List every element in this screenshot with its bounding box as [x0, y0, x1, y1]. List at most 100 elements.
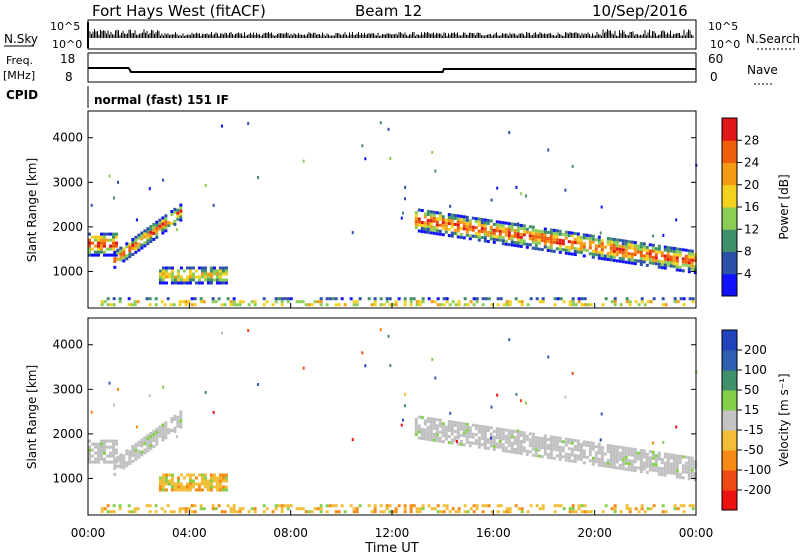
velocity-cell: [510, 429, 514, 433]
velocity-cell: [221, 485, 225, 489]
power-cell: [313, 300, 317, 304]
velocity-cell: [543, 434, 547, 438]
velocity-cell: [624, 458, 628, 462]
power-cell: [280, 300, 284, 304]
velocity-cell: [456, 421, 460, 425]
velocity-cell: [507, 432, 511, 436]
power-cell: [570, 234, 574, 238]
velocity-cell: [567, 441, 571, 445]
velocity-cell: [543, 437, 547, 441]
velocity-cell: [212, 479, 216, 483]
power-cell: [112, 238, 115, 242]
power-cell: [385, 300, 389, 304]
velocity-cell: [562, 507, 566, 511]
power-cell: [603, 254, 607, 258]
velocity-cell: [642, 461, 646, 465]
power-cell: [582, 236, 586, 240]
power-cell: [134, 238, 138, 242]
power-cell: [573, 232, 577, 236]
velocity-cell: [600, 455, 604, 459]
power-cell: [524, 194, 527, 198]
power-cell: [570, 246, 574, 250]
velocity-cell: [612, 447, 616, 451]
power-cell: [612, 237, 616, 241]
power-cell: [191, 278, 195, 282]
power-cell: [633, 244, 637, 248]
power-cell: [191, 272, 195, 276]
velocity-cell: [152, 444, 156, 448]
power-cell: [645, 251, 649, 255]
velocity-cell: [224, 473, 228, 477]
velocity-cell: [442, 504, 446, 508]
velocity-cell: [471, 432, 475, 436]
velocity-cell: [113, 457, 117, 461]
velocity-cell: [429, 435, 433, 439]
power-cell: [426, 230, 430, 234]
power-cell: [146, 242, 150, 246]
velocity-cell: [628, 510, 632, 514]
velocity-cell: [583, 510, 587, 514]
power-cell: [501, 239, 505, 243]
power-cell: [585, 233, 589, 237]
power-cell: [531, 228, 535, 232]
velocity-cell: [414, 424, 418, 428]
velocity-cell: [642, 467, 646, 471]
power-cell: [556, 297, 560, 301]
power-cell: [158, 269, 162, 273]
velocity-cell: [468, 444, 472, 448]
power-cell: [88, 250, 91, 254]
power-cell: [173, 210, 177, 214]
power-cell: [603, 257, 607, 261]
velocity-cell: [576, 448, 580, 452]
velocity-cell: [232, 504, 236, 508]
power-cell: [134, 241, 138, 245]
velocity-cell: [522, 449, 526, 453]
velocity-cell: [161, 482, 165, 486]
velocity-cell: [164, 479, 168, 483]
power-cell: [319, 300, 323, 304]
velocity-cell: [426, 416, 430, 420]
power-cell: [660, 260, 664, 264]
power-cell: [423, 215, 427, 219]
power-cell: [447, 234, 451, 238]
power-cell: [349, 297, 353, 301]
power-cell: [97, 241, 100, 245]
velocity-cell: [691, 507, 695, 511]
velocity-cell: [564, 440, 568, 444]
power-cell: [203, 278, 207, 282]
power-cell: [606, 240, 610, 244]
velocity-cell: [522, 440, 526, 444]
power-cell: [423, 212, 427, 216]
nsky-tick-low: 10^0: [52, 38, 82, 51]
power-cell: [625, 297, 629, 301]
power-cell: [552, 228, 556, 232]
velocity-cell: [161, 432, 165, 436]
power-cell: [94, 253, 97, 257]
power-cell: [457, 303, 461, 307]
power-cell: [194, 281, 198, 285]
power-cell: [513, 229, 517, 233]
power-cell: [420, 224, 424, 228]
velocity-cell: [513, 436, 517, 440]
velocity-cell: [606, 444, 610, 448]
power-cell: [328, 297, 332, 301]
power-cell: [480, 227, 484, 231]
velocity-cell: [507, 444, 511, 448]
power-cell: [495, 226, 499, 230]
power-cell: [212, 266, 216, 270]
velocity-cell: [173, 414, 177, 418]
velocity-cell: [453, 423, 457, 427]
velocity-cell: [134, 445, 138, 449]
power-cell: [412, 297, 416, 301]
power-cell: [178, 300, 182, 304]
power-cell: [450, 234, 454, 238]
velocity-cell: [630, 468, 634, 472]
power-cell: [447, 213, 451, 217]
velocity-cell: [253, 510, 257, 514]
power-cell: [681, 269, 685, 273]
power-cell: [429, 210, 433, 214]
velocity-cell: [432, 417, 436, 421]
power-cell: [409, 303, 413, 307]
power-cell: [648, 258, 652, 262]
velocity-cell: [187, 507, 191, 511]
